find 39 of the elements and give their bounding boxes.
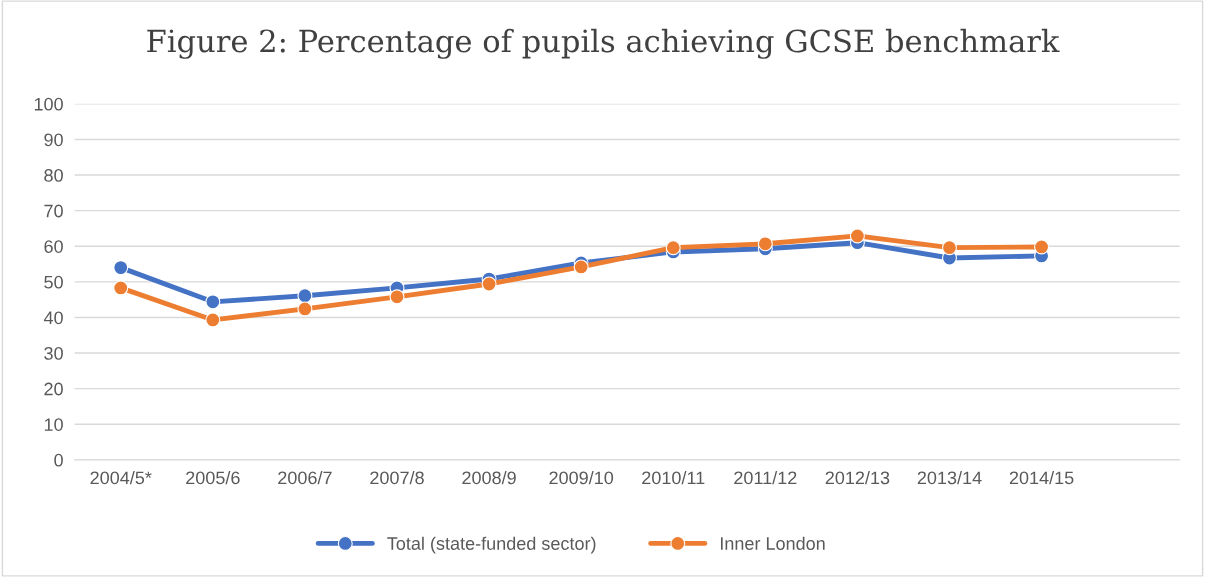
point [297, 301, 313, 317]
point [941, 240, 957, 256]
x-tick-label: 2009/10 [549, 470, 614, 485]
legend-label: Total (state-funded sector) [387, 536, 596, 554]
y-tick-label: 100 [34, 97, 63, 111]
y-tick-label: 30 [44, 347, 63, 360]
point [849, 228, 865, 244]
y-tick-label: 0 [54, 453, 63, 467]
x-tick-label: 2007/8 [370, 470, 424, 485]
x-tick-label: 2011/12 [734, 470, 797, 485]
x-tick-label: 2014/15 [1009, 470, 1074, 485]
point [573, 259, 589, 275]
chart-title: Figure 2: Percentage of pupils achieving GCSE benchmark [147, 28, 1060, 59]
x-tick-label: 2013/14 [917, 470, 982, 485]
y-tick-label: 10 [44, 418, 63, 431]
y-tick-label: 50 [44, 275, 63, 289]
point [297, 288, 313, 304]
point [113, 260, 129, 276]
point [481, 276, 497, 292]
y-tick-label: 90 [44, 133, 63, 147]
y-tick-label: 20 [44, 382, 63, 396]
x-tick-label: 2008/9 [462, 470, 516, 485]
y-tick-label: 80 [44, 169, 63, 182]
y-tick-label: 70 [44, 204, 63, 218]
x-tick-label: 2004/5* [90, 470, 152, 485]
point [113, 280, 129, 296]
y-tick-label: 60 [44, 240, 63, 253]
point [757, 236, 773, 252]
x-tick-label: 2010/11 [642, 470, 705, 485]
y-tick-label: 40 [43, 311, 63, 325]
legend-label: Inner London [720, 536, 825, 550]
point [665, 240, 681, 256]
point [389, 289, 405, 305]
x-tick-label: 2012/13 [825, 470, 890, 485]
x-tick-label: 2006/7 [278, 470, 332, 485]
point [205, 294, 221, 310]
point [1034, 239, 1050, 255]
x-tick-label: 2005/6 [186, 470, 240, 485]
point [205, 312, 221, 328]
